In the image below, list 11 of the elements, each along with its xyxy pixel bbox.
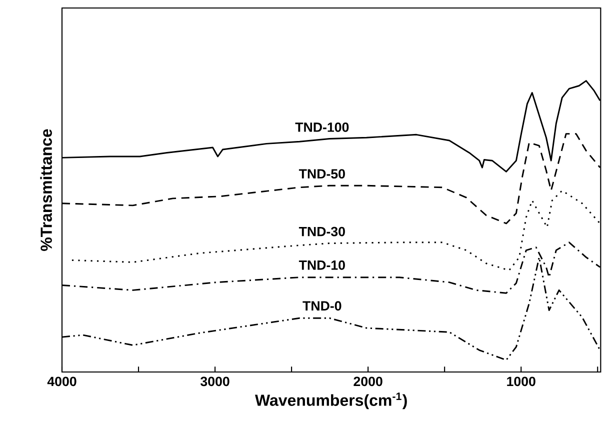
series-label: TND-0 bbox=[302, 301, 342, 311]
x-axis-title: Wavenumbers(cm$^{-1}$) bbox=[255, 392, 407, 410]
x-tick-label: 3000 bbox=[200, 376, 230, 386]
y-axis-title: %Transmittance bbox=[40, 129, 52, 251]
x-tick-label: 4000 bbox=[47, 376, 76, 386]
x-tick-label: 2000 bbox=[354, 376, 382, 386]
series-label: TND-30 bbox=[298, 226, 345, 236]
series-label: TND-50 bbox=[298, 169, 345, 179]
series-label: TND-10 bbox=[298, 260, 345, 270]
x-tick-label: 1000 bbox=[507, 376, 536, 386]
series-label: TND-100 bbox=[295, 122, 349, 132]
